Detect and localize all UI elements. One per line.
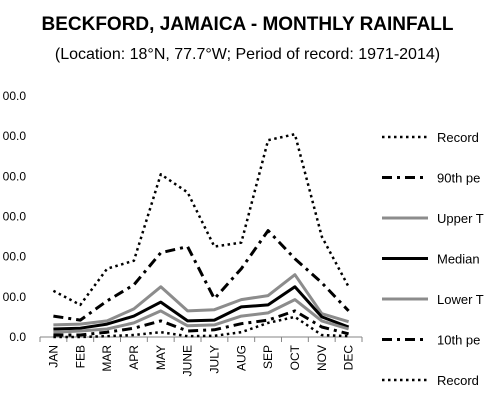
y-tick-label: 00.0 bbox=[3, 250, 27, 264]
series-line-2 bbox=[53, 229, 350, 322]
y-tick-label: 00.0 bbox=[3, 89, 27, 103]
legend-label-4: Median bbox=[437, 252, 480, 267]
x-tick-label: DEC bbox=[342, 345, 356, 371]
legend-label-7: Record bbox=[437, 373, 479, 388]
y-tick-label: 00.0 bbox=[3, 169, 27, 183]
series-line-5 bbox=[53, 298, 350, 334]
chart-title: BECKFORD, JAMAICA - MONTHLY RAINFALL bbox=[41, 14, 454, 35]
chart-subtitle: (Location: 18°N, 77.7°W; Period of recor… bbox=[54, 46, 441, 63]
y-tick-label: 0.0 bbox=[9, 330, 26, 344]
y-tick-label: 00.0 bbox=[3, 210, 27, 224]
legend-label-2: 90th pe bbox=[437, 171, 480, 186]
x-tick-label: APR bbox=[127, 345, 141, 370]
legend-label-1: Record bbox=[437, 130, 479, 145]
x-tick-label: JAN bbox=[46, 345, 60, 368]
x-tick-label: JUNE bbox=[181, 345, 195, 376]
x-tick-label: JULY bbox=[207, 345, 221, 373]
y-tick-label: 00.0 bbox=[3, 290, 27, 304]
series-line-7 bbox=[53, 315, 349, 339]
series-line-3 bbox=[53, 273, 350, 327]
legend-label-6: 10th pe bbox=[437, 333, 480, 348]
x-tick-label: OCT bbox=[288, 344, 302, 370]
legend-label-3: Upper T bbox=[437, 211, 484, 226]
series-line-1 bbox=[52, 132, 350, 307]
x-tick-label: MAY bbox=[154, 345, 168, 370]
legend-label-5: Lower T bbox=[437, 292, 484, 307]
series-line-4 bbox=[53, 285, 350, 331]
y-tick-label: 00.0 bbox=[3, 129, 27, 143]
x-tick-label: NOV bbox=[315, 345, 329, 371]
x-tick-label: SEP bbox=[261, 345, 275, 369]
x-tick-label: MAR bbox=[100, 345, 114, 372]
x-tick-label: AUG bbox=[234, 345, 248, 371]
x-tick-label: FEB bbox=[73, 345, 87, 368]
series-line-6 bbox=[53, 309, 349, 337]
